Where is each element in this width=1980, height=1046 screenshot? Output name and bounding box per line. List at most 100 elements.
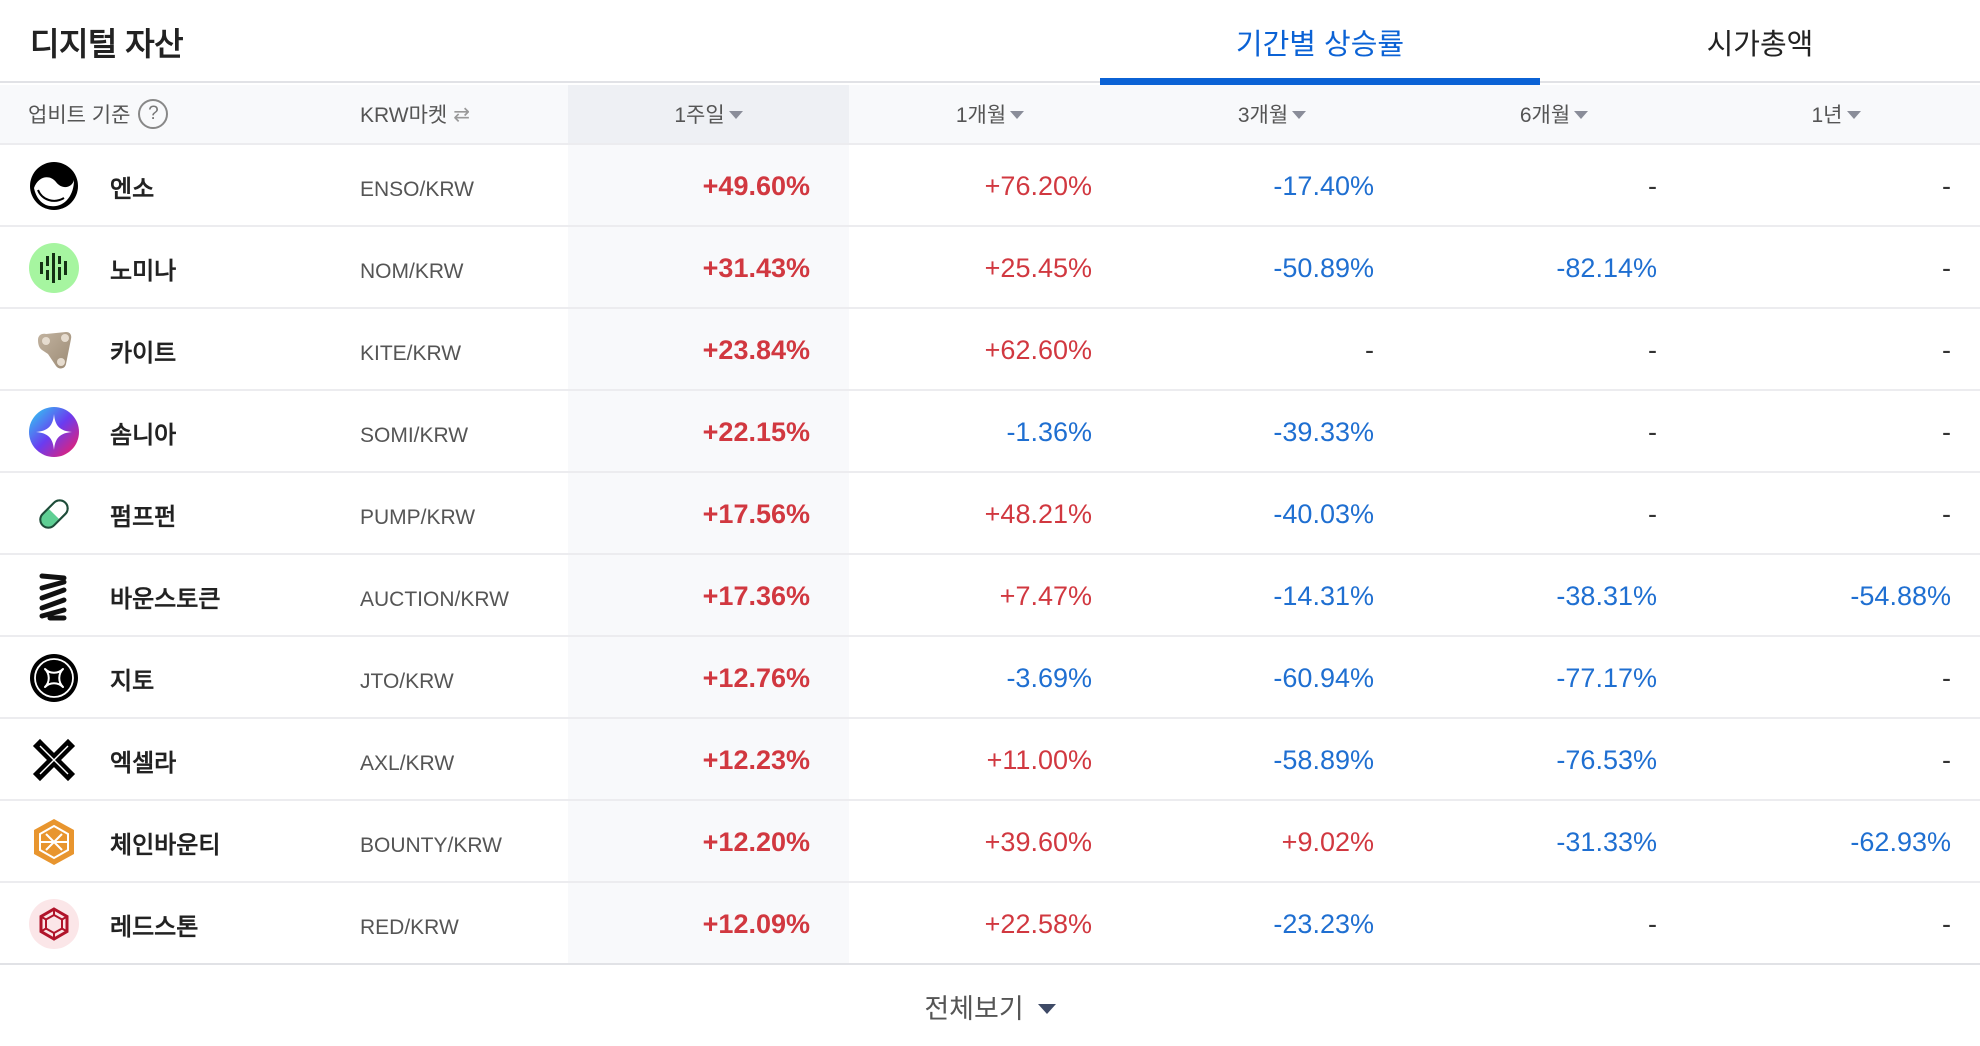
column-header-3month[interactable]: 3개월	[1131, 85, 1413, 143]
coin-name: 카이트	[110, 339, 177, 367]
table-row[interactable]: 펌프펀 PUMP/KRW +17.56% +48.21% -40.03% - -	[0, 473, 1980, 555]
change-1week: +17.36%	[702, 580, 810, 611]
change-1month: -3.69%	[1006, 662, 1092, 693]
change-1month: +48.21%	[984, 498, 1092, 529]
change-3month: -40.03%	[1273, 498, 1374, 529]
coin-pair: JTO/KRW	[360, 670, 454, 693]
change-1year: -62.93%	[1850, 826, 1951, 857]
swap-icon: ⇄	[453, 103, 471, 126]
table-row[interactable]: 체인바운티 BOUNTY/KRW +12.20% +39.60% +9.02% …	[0, 801, 1980, 883]
sort-down-icon	[1292, 111, 1307, 119]
change-6month: -	[1648, 908, 1657, 939]
change-6month: -31.33%	[1556, 826, 1657, 857]
column-header-1year[interactable]: 1년	[1695, 85, 1977, 143]
coin-pair: KITE/KRW	[360, 342, 462, 365]
table-row[interactable]: 솜니아 SOMI/KRW +22.15% -1.36% -39.33% - -	[0, 391, 1980, 473]
coin-name: 지토	[110, 667, 155, 695]
change-1month: +62.60%	[984, 334, 1092, 365]
table-row[interactable]: 엑셀라 AXL/KRW +12.23% +11.00% -58.89% -76.…	[0, 719, 1980, 801]
tab-period-rise[interactable]: 기간별 상승률	[1100, 0, 1540, 85]
change-1year: -	[1942, 252, 1951, 283]
change-1year: -	[1942, 334, 1951, 365]
table-header: 업비트 기준 ? KRW마켓 ⇄ 1주일 1개월 3개월 6개월 1년	[0, 85, 1980, 145]
change-3month: -60.94%	[1273, 662, 1374, 693]
change-6month: -77.17%	[1556, 662, 1657, 693]
change-1year: -	[1942, 908, 1951, 939]
tab-label: 기간별 상승률	[1235, 28, 1405, 61]
coin-name: 체인바운티	[110, 831, 221, 859]
change-6month: -	[1648, 334, 1657, 365]
change-1week: +12.76%	[702, 662, 810, 693]
table-footer: 전체보기	[0, 967, 1980, 1046]
see-all-button[interactable]: 전체보기	[924, 987, 1056, 1026]
change-1year: -	[1942, 498, 1951, 529]
change-3month: -23.23%	[1273, 908, 1374, 939]
change-1month: +39.60%	[984, 826, 1092, 857]
change-1year: -54.88%	[1850, 580, 1951, 611]
tab-market-cap[interactable]: 시가총액	[1540, 0, 1980, 83]
change-6month: -76.53%	[1556, 744, 1657, 775]
table-row[interactable]: 노미나 NOM/KRW +31.43% +25.45% -50.89% -82.…	[0, 227, 1980, 309]
table-row[interactable]: 지토 JTO/KRW +12.76% -3.69% -60.94% -77.17…	[0, 637, 1980, 719]
axelar-logo-icon	[32, 738, 76, 782]
chevron-down-icon	[1037, 1003, 1056, 1014]
coin-name: 엔소	[110, 175, 155, 203]
coin-pair: NOM/KRW	[360, 260, 464, 283]
change-1month: +7.47%	[999, 580, 1092, 611]
coin-pair: AXL/KRW	[360, 752, 455, 775]
change-6month: -	[1648, 498, 1657, 529]
coin-name: 바운스토큰	[110, 585, 221, 613]
table-row[interactable]: 카이트 KITE/KRW +23.84% +62.60% - - -	[0, 309, 1980, 391]
coin-name: 노미나	[110, 257, 177, 285]
basis-header: 업비트 기준 ?	[28, 85, 169, 143]
coin-pair: SOMI/KRW	[360, 424, 469, 447]
change-1week: +31.43%	[702, 252, 810, 283]
coin-pair: AUCTION/KRW	[360, 588, 509, 611]
nomina-logo-icon	[29, 243, 79, 293]
change-1week: +23.84%	[702, 334, 810, 365]
change-1month: +76.20%	[984, 170, 1092, 201]
top-bar: 디지털 자산 기간별 상승률 시가총액	[0, 0, 1980, 85]
column-header-1week[interactable]: 1주일	[568, 85, 849, 143]
change-1year: -	[1942, 170, 1951, 201]
change-1week: +12.23%	[702, 744, 810, 775]
change-3month: -39.33%	[1273, 416, 1374, 447]
sort-down-icon	[1846, 111, 1861, 119]
change-6month: -82.14%	[1556, 252, 1657, 283]
change-1week: +12.09%	[702, 908, 810, 939]
column-header-6month[interactable]: 6개월	[1413, 85, 1695, 143]
change-3month: -17.40%	[1273, 170, 1374, 201]
pumpfun-logo-icon	[39, 499, 69, 529]
change-6month: -	[1648, 170, 1657, 201]
coin-pair: ENSO/KRW	[360, 178, 474, 201]
change-3month: -50.89%	[1273, 252, 1374, 283]
column-label: 6개월	[1519, 104, 1571, 127]
basis-label: 업비트 기준	[28, 104, 131, 127]
change-1month: +25.45%	[984, 252, 1092, 283]
market-toggle[interactable]: KRW마켓 ⇄	[360, 85, 470, 143]
column-label: 1년	[1811, 104, 1843, 127]
table-row[interactable]: 엔소 ENSO/KRW +49.60% +76.20% -17.40% - -	[0, 145, 1980, 227]
coin-name: 레드스톤	[110, 913, 199, 941]
coin-name: 솜니아	[110, 421, 177, 449]
change-3month: -58.89%	[1273, 744, 1374, 775]
change-1month: +11.00%	[986, 744, 1092, 775]
sort-down-icon	[1574, 111, 1589, 119]
chainbounty-logo-icon	[34, 819, 74, 865]
change-1week: +22.15%	[702, 416, 810, 447]
column-header-1month[interactable]: 1개월	[849, 85, 1131, 143]
change-6month: -38.31%	[1556, 580, 1657, 611]
coin-pair: RED/KRW	[360, 916, 459, 939]
change-6month: -	[1648, 416, 1657, 447]
change-3month: -	[1365, 334, 1374, 365]
change-1year: -	[1942, 416, 1951, 447]
change-3month: -14.31%	[1273, 580, 1374, 611]
column-label: 1주일	[674, 104, 725, 127]
kite-logo-icon	[38, 332, 72, 369]
help-icon[interactable]: ?	[138, 99, 169, 129]
table-row[interactable]: 바운스토큰 AUCTION/KRW +17.36% +7.47% -14.31%…	[0, 555, 1980, 637]
bounce-logo-icon	[39, 573, 67, 621]
change-1week: +49.60%	[702, 170, 810, 201]
table-row[interactable]: 레드스톤 RED/KRW +12.09% +22.58% -23.23% - -	[0, 883, 1980, 965]
sort-down-icon	[728, 111, 743, 119]
